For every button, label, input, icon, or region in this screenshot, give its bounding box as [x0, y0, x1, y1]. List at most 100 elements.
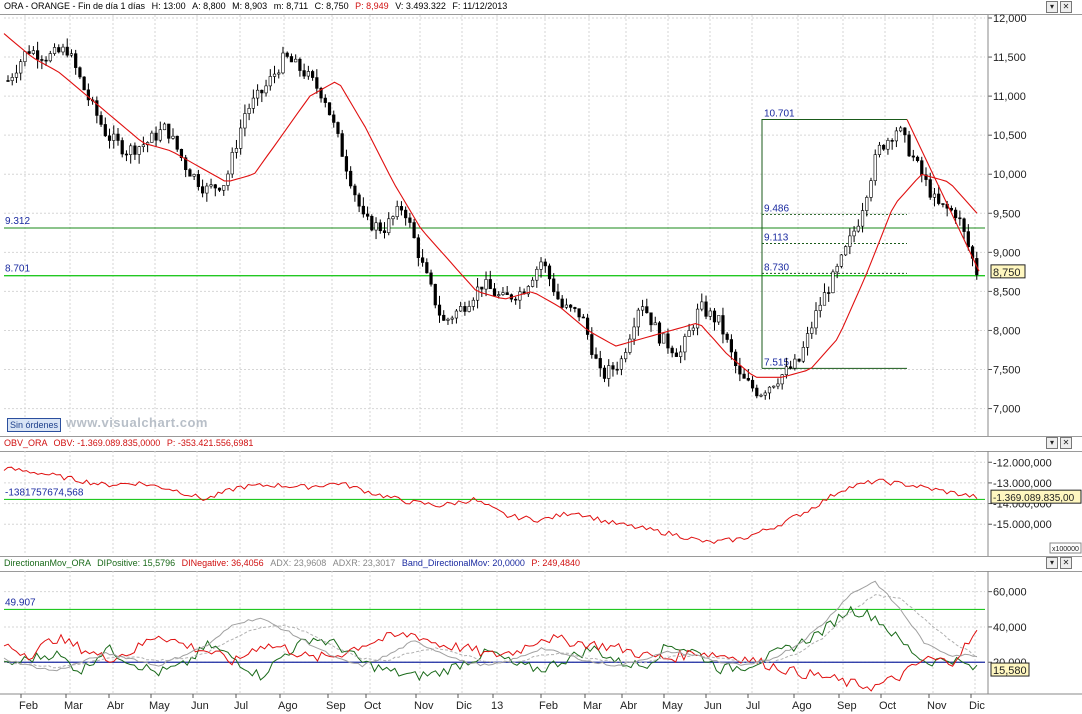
candle-body: [581, 316, 585, 319]
hline-upper-label: 9.312: [5, 216, 30, 227]
candle-body: [133, 145, 137, 155]
scale-tag-box: [1049, 542, 1082, 554]
candle-body: [239, 127, 243, 149]
candle-body: [471, 299, 475, 307]
candle-body: [518, 291, 522, 301]
candle-body: [137, 146, 141, 155]
pane-close-icon[interactable]: ✕: [1060, 1, 1072, 13]
candle-body: [95, 100, 99, 116]
candle-body: [869, 180, 873, 198]
x-tick-label: Abr: [107, 700, 124, 712]
candle-body: [907, 134, 911, 157]
last-price-tag: [990, 264, 1026, 279]
x-tick-label: Ago: [792, 700, 812, 712]
candle-body: [484, 279, 488, 290]
watermark: www.visualchart.com: [66, 415, 208, 430]
y-tick-label: 40,000: [993, 622, 1027, 634]
candle-body: [801, 347, 805, 362]
candle-body: [315, 77, 319, 89]
candle-body: [454, 310, 459, 319]
candle-body: [860, 210, 865, 227]
candle-body: [535, 268, 539, 281]
dmi-close-icon[interactable]: ✕: [1060, 557, 1072, 569]
candle-body: [734, 351, 738, 367]
candle-body: [924, 174, 928, 180]
y-tick-label: -13.000,000: [993, 478, 1052, 490]
candle-body: [370, 215, 374, 231]
candle-body: [365, 213, 370, 217]
candle-body: [243, 113, 247, 129]
candle-body: [954, 209, 958, 219]
candle-body: [429, 272, 433, 285]
candle-body: [74, 53, 78, 68]
x-tick-label: Nov: [414, 700, 434, 712]
obv-last-label: -1.369.089.835,00: [993, 493, 1075, 504]
candle-body: [818, 304, 822, 311]
candle-body: [391, 216, 395, 220]
candle-body: [412, 222, 416, 239]
candle-body: [463, 306, 467, 312]
candle-body: [353, 185, 357, 196]
candle-body: [526, 286, 530, 295]
candle-body: [65, 46, 69, 56]
candle-body: [99, 115, 103, 125]
candle-body: [632, 326, 636, 340]
obv-p: P: -353.421.556,6981: [166, 438, 254, 448]
value-close: C: 8,750: [314, 1, 349, 11]
candle-body: [649, 312, 653, 326]
dmi-down-icon[interactable]: ▾: [1046, 557, 1058, 569]
candle-body: [742, 373, 746, 379]
candle-body: [158, 129, 162, 141]
obv-line: [3, 466, 978, 545]
dmi-last-label: 15,580: [993, 665, 1027, 677]
y-tick-label: 7,500: [993, 365, 1021, 377]
obv-close-icon[interactable]: ✕: [1060, 437, 1072, 449]
candle-body: [327, 102, 332, 116]
candle-body: [31, 50, 35, 54]
obv-chart[interactable]: -12.000,000-13.000,000-14.000,000-15.000…: [0, 436, 1082, 556]
obv-down-icon[interactable]: ▾: [1046, 437, 1058, 449]
candle-body: [670, 347, 674, 354]
candle-body: [607, 365, 611, 379]
candle-body: [827, 292, 831, 294]
candle-body: [230, 152, 234, 175]
candle-body: [547, 265, 552, 280]
dmi-p: P: 249,4840: [531, 558, 580, 568]
candle-body: [877, 144, 882, 155]
candle-body: [856, 225, 860, 232]
pane-down-icon[interactable]: ▾: [1046, 1, 1058, 13]
candle-body: [120, 140, 124, 155]
candle-body: [886, 140, 890, 150]
y-tick-label: 9,000: [993, 247, 1021, 259]
candle-body: [277, 72, 281, 75]
candle-body: [124, 153, 129, 156]
fib-low-label: 7.515: [764, 357, 789, 368]
value-low: m: 8,711: [273, 1, 309, 11]
candle-body: [129, 145, 133, 155]
dmi-chart[interactable]: 60,00040,00020,00049.90715,580FebMarAbrM…: [0, 556, 1082, 714]
x-tick-label: Jul: [234, 700, 248, 712]
candle-body: [505, 292, 509, 296]
candle-body: [281, 52, 285, 74]
candle-body: [112, 133, 116, 141]
price-chart[interactable]: 12,000 11,500 11,000 10,500 10,000 9,500 9,000…: [0, 0, 1082, 436]
fib-level-label: 9.486: [764, 203, 789, 214]
candle-body: [704, 301, 708, 317]
candle-body: [323, 97, 327, 103]
candle-body: [222, 185, 226, 191]
candle-body: [184, 157, 188, 170]
candle-body: [894, 130, 898, 142]
candle-body: [378, 222, 382, 232]
candle-body: [556, 291, 560, 300]
candle-body: [349, 170, 353, 187]
candle-body: [294, 58, 298, 63]
y-tick-label: 10,000: [993, 169, 1027, 181]
candle-body: [708, 310, 712, 317]
candle-body: [890, 140, 894, 142]
no-orders-button[interactable]: Sin órdenes: [7, 418, 62, 432]
obv-header: OBV_ORA OBV: -1.369.089.835,0000 P: -353…: [0, 436, 1082, 452]
candle-body: [416, 237, 420, 259]
candle-body: [755, 387, 759, 397]
candle-body: [882, 144, 886, 150]
candle-body: [903, 127, 907, 136]
